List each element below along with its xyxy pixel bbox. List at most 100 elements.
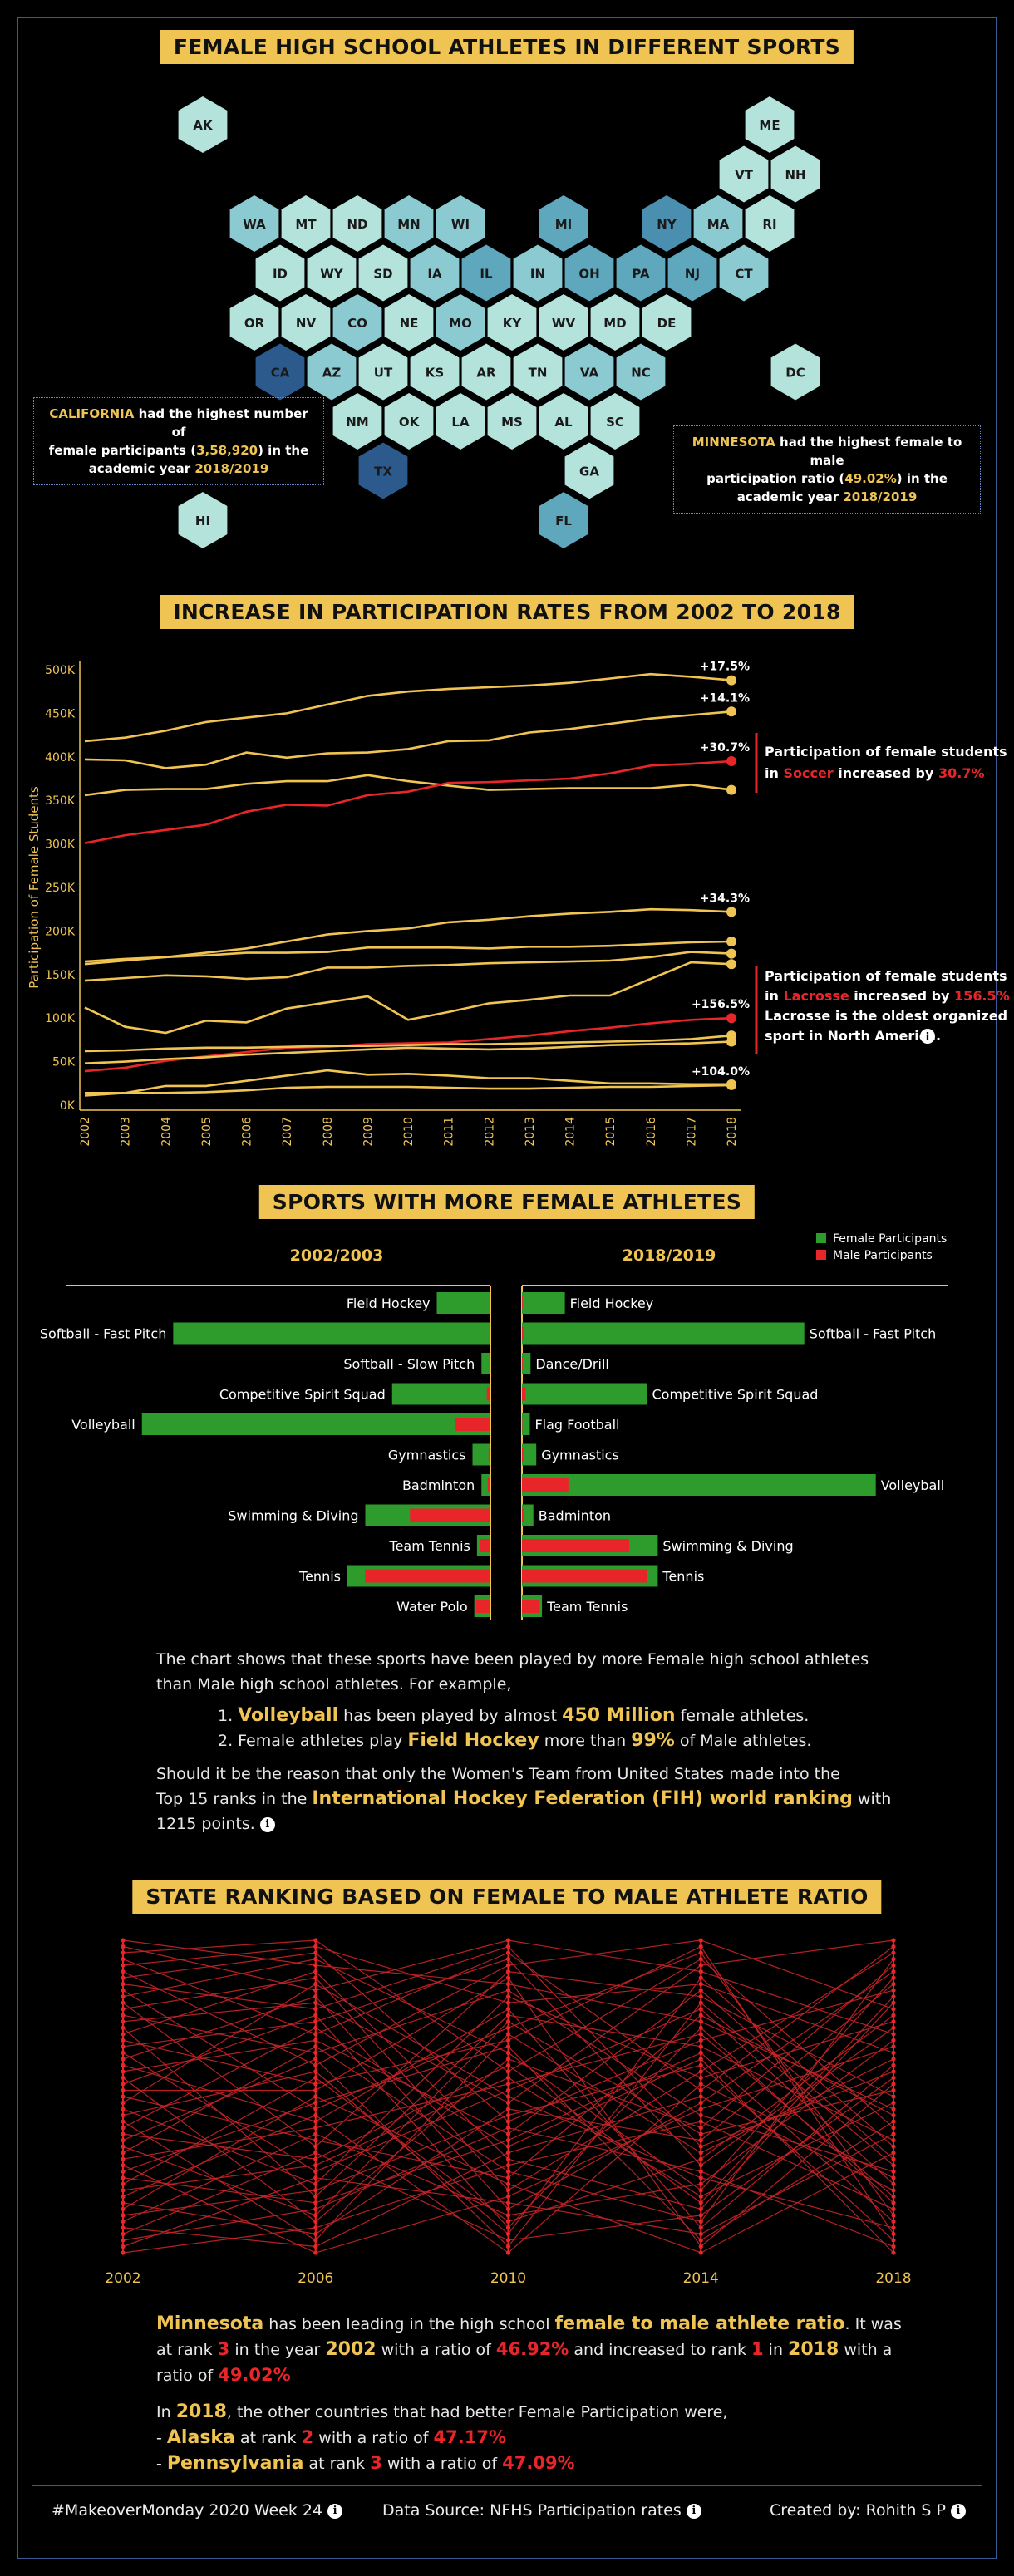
state-hex-ms: MS	[487, 393, 537, 450]
state-label: WV	[552, 316, 576, 331]
rank-point	[313, 2044, 318, 2049]
rank-point	[891, 2163, 896, 2168]
series-change-label: +30.7%	[700, 741, 750, 755]
rank-point	[505, 1944, 511, 1949]
state-hex-ut: UT	[358, 343, 408, 401]
rank-point	[313, 2025, 318, 2030]
rank-point	[313, 2244, 318, 2249]
state-hex-tx: TX	[358, 442, 408, 499]
rank-point	[313, 2087, 318, 2093]
sports-bar-chart: Female Participants Male Participants 2002…	[40, 1232, 948, 1620]
rank-point	[505, 2000, 511, 2005]
rank-point	[891, 1944, 896, 1949]
state-label: LA	[451, 415, 470, 430]
state-hex-ks: KS	[410, 343, 460, 401]
state-label: MA	[707, 217, 730, 232]
x-tick-label: 2005	[200, 1117, 214, 1147]
rank-point	[121, 1988, 126, 1993]
state-hex-shape	[255, 244, 305, 302]
rank-point	[505, 1956, 511, 1962]
state-hex-ak: AK	[178, 96, 228, 153]
rank-point	[505, 2038, 511, 2043]
state-label: AL	[554, 415, 573, 430]
state-hex-shape	[745, 96, 795, 153]
rank-point	[505, 2044, 511, 2049]
series-end-point	[726, 959, 736, 970]
rank-point	[505, 2169, 511, 2174]
state-label: CO	[347, 316, 367, 331]
series-line	[85, 1069, 731, 1094]
female-bar	[141, 1413, 490, 1435]
rank-point	[121, 2087, 126, 2093]
state-hex-wv: WV	[539, 294, 588, 351]
rank-point	[121, 2244, 126, 2249]
rank-point	[121, 2206, 126, 2211]
state-hex-ia: IA	[410, 244, 460, 302]
info-icon[interactable]: i	[951, 2503, 967, 2519]
y-tick-label: 250K	[45, 882, 76, 895]
sport-label: Flag Football	[534, 1417, 619, 1433]
info-icon[interactable]: i	[686, 2503, 701, 2519]
rank-point	[505, 2144, 511, 2149]
rank-point	[121, 2156, 126, 2161]
sport-label: Gymnastics	[541, 1448, 619, 1463]
state-hex-shape	[539, 393, 588, 450]
rank-point	[505, 2175, 511, 2180]
series-end-point	[726, 1079, 736, 1090]
state-hex-shape	[384, 393, 434, 450]
footer-source: Data Source: NFHS Participation rates i	[382, 2501, 701, 2519]
rank-point	[121, 1969, 126, 1974]
rank-point	[698, 1938, 703, 1943]
rank-point	[313, 2151, 318, 2156]
state-label: WI	[451, 217, 470, 232]
female-bar	[436, 1292, 490, 1314]
rank-point	[313, 1950, 318, 1955]
state-hex-shape	[384, 195, 434, 252]
rank-point	[313, 1975, 318, 1980]
rank-point	[313, 1994, 318, 1999]
x-tick-label: 2004	[160, 1117, 173, 1147]
y-tick-label: 150K	[45, 969, 76, 982]
male-bar	[522, 1478, 569, 1492]
rank-point	[313, 2138, 318, 2143]
rank-point	[505, 2131, 511, 2136]
state-hex-shape	[642, 294, 692, 351]
rank-point	[313, 2169, 318, 2174]
info-icon[interactable]: i	[327, 2503, 343, 2519]
rank-point	[698, 1988, 703, 1993]
rank-point	[698, 1956, 703, 1962]
annotation-line: Participation of female students	[765, 968, 1007, 984]
series-line	[84, 907, 732, 963]
x-tick-label: 2017	[685, 1117, 698, 1147]
rank-point	[313, 2206, 318, 2211]
female-bar	[522, 1443, 537, 1466]
rank-point	[121, 2050, 126, 2055]
series-end-point	[726, 1036, 736, 1047]
state-hex-il: IL	[461, 244, 511, 302]
rank-point	[505, 2100, 511, 2106]
rank-point	[891, 1938, 896, 1943]
rank-point	[891, 2194, 896, 2199]
rank-point	[891, 2188, 896, 2193]
rank-point	[121, 2119, 126, 2124]
rank-point	[891, 2151, 896, 2156]
state-label: NH	[785, 168, 805, 183]
rank-point	[505, 2069, 511, 2074]
state-label: WY	[320, 267, 344, 282]
rank-point	[505, 1963, 511, 1968]
rank-point	[891, 2119, 896, 2124]
state-label: MS	[501, 415, 523, 430]
state-hex-ct: CT	[719, 244, 769, 302]
info-icon[interactable]: i	[259, 1816, 275, 1832]
state-label: CT	[735, 267, 753, 282]
state-label: VA	[580, 366, 599, 381]
lines-title: INCREASE IN PARTICIPATION RATES FROM 200…	[160, 595, 854, 629]
male-bar	[522, 1600, 540, 1613]
rank-point	[313, 2219, 318, 2224]
rank-point	[891, 2044, 896, 2049]
rank-point	[121, 1982, 126, 1987]
rank-point	[891, 2156, 896, 2161]
state-label: SC	[606, 415, 624, 430]
series-line	[84, 1084, 732, 1097]
state-hex-sd: SD	[358, 244, 408, 302]
